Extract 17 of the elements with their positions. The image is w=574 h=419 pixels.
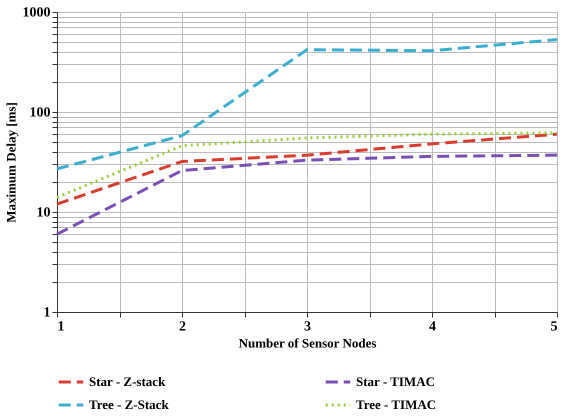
line-series	[56, 154, 558, 236]
line-series	[56, 38, 558, 170]
x-tick-label: 1	[58, 320, 64, 334]
y-tick-label: 10	[36, 206, 50, 220]
x-axis-title: Number of Sensor Nodes	[238, 336, 376, 350]
y-tick-label: 1000	[22, 6, 50, 20]
x-tick-label: 2	[179, 320, 186, 334]
x-tick-label: 3	[304, 320, 311, 334]
legend-label: Tree - Z-Stack	[89, 397, 170, 412]
x-tick-label: 4	[429, 320, 436, 334]
y-axis-title: Maximum Delay [ms]	[4, 102, 18, 223]
y-tick-label: 1	[44, 306, 50, 320]
legend-label: Star - TIMAC	[356, 374, 435, 389]
x-tick-label: 5	[550, 320, 558, 334]
y-tick-label: 100	[30, 106, 50, 120]
legend-label: Star - Z-stack	[89, 374, 166, 389]
legend-label: Tree - TIMAC	[356, 397, 436, 412]
